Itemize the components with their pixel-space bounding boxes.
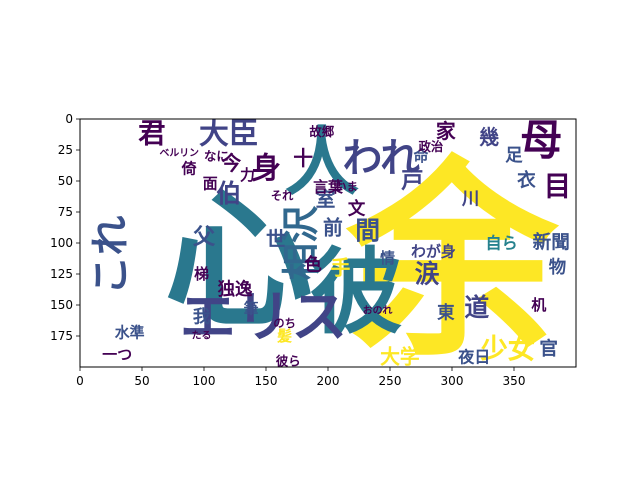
word-38: 手: [331, 256, 351, 279]
word-0: 余: [346, 139, 560, 385]
word-61: のち: [273, 317, 295, 330]
word-13: 大学: [380, 346, 420, 369]
word-8: 大臣: [199, 116, 259, 151]
word-11: 身: [251, 151, 281, 186]
word-44: 水準: [115, 323, 145, 341]
word-33: 言葉: [313, 178, 343, 196]
word-53: 倚: [181, 160, 197, 178]
word-57: 物: [549, 257, 566, 278]
word-20: 目: [544, 172, 571, 203]
word-27: 戸: [401, 168, 423, 194]
word-17: 東: [437, 303, 455, 324]
x-tick-label-6: 300: [441, 374, 464, 388]
word-21: 衣: [517, 170, 536, 192]
word-34: 今: [220, 152, 241, 175]
x-tick-label-1: 50: [134, 374, 149, 388]
x-tick-label-2: 100: [193, 374, 216, 388]
word-22: 足: [505, 146, 523, 166]
word-59: それ: [271, 189, 294, 202]
word-1: 心: [164, 175, 313, 348]
word-24: 家: [436, 120, 456, 143]
word-29: 文: [348, 199, 366, 220]
word-12: 少女: [481, 333, 536, 365]
x-tick-label-7: 350: [503, 374, 526, 388]
word-3: 人: [285, 119, 360, 206]
word-47: 髪: [276, 327, 292, 345]
plot-background: [80, 119, 576, 367]
word-30: 間: [355, 216, 380, 245]
y-tick-label-5: 125: [50, 267, 73, 281]
word-9: 君: [138, 118, 165, 149]
word-31: 前: [323, 217, 343, 240]
y-tick-label-4: 100: [50, 236, 73, 250]
y-tick-label-3: 75: [58, 205, 73, 219]
word-51: 故郷: [309, 124, 334, 139]
word-40: 独逸: [218, 279, 253, 300]
y-tick-label-6: 150: [50, 298, 73, 312]
word-41: 我: [193, 307, 211, 327]
word-46: 彼ら: [276, 353, 301, 368]
word-6: 母: [520, 116, 562, 165]
word-43: 梯: [194, 265, 209, 283]
word-39: 色: [304, 254, 322, 275]
word-7: われ: [343, 136, 421, 182]
word-14: 新聞: [533, 232, 570, 254]
word-63: たる: [192, 330, 212, 342]
x-tick-label-5: 250: [379, 374, 402, 388]
word-18: 夜日: [457, 348, 490, 367]
y-tick-label-0: 0: [65, 112, 73, 126]
word-25: 川: [461, 190, 479, 210]
y-tick-label-1: 25: [58, 143, 73, 157]
word-36: 父: [193, 224, 216, 250]
word-45: 一つ: [102, 346, 132, 364]
word-35: 伯: [216, 179, 241, 208]
word-56: 涙: [415, 260, 440, 289]
word-28: 室: [316, 188, 336, 211]
word-5: これ: [88, 215, 134, 295]
word-19: 官: [539, 338, 558, 360]
word-52: なに: [204, 149, 229, 164]
y-tick-label-7: 175: [50, 329, 73, 343]
word-64: ベルリン: [159, 147, 199, 159]
x-tick-label-4: 200: [317, 374, 340, 388]
word-54: 面: [203, 174, 218, 192]
word-60: いま: [335, 181, 357, 194]
word-50: 政治: [419, 139, 444, 154]
word-32: 十: [293, 147, 313, 170]
word-23: 幾: [479, 126, 499, 149]
word-2: 彼: [310, 239, 403, 347]
word-4: エリス: [180, 285, 347, 350]
y-axis: 0 25 50 75 100 125 150 175: [50, 112, 80, 343]
x-tick-label-3: 150: [255, 374, 278, 388]
word-16: 道: [464, 293, 489, 322]
y-tick-label-2: 50: [58, 174, 73, 188]
word-37: 世: [266, 228, 286, 251]
x-tick-label-0: 0: [76, 374, 84, 388]
word-42: 筆: [244, 300, 259, 318]
word-26: 命: [413, 147, 430, 165]
word-15: 自ら: [486, 234, 518, 253]
x-axis: 0 50 100 150 200 250 300 350: [76, 367, 525, 388]
word-49: わが身: [411, 243, 456, 261]
word-55: 力: [240, 166, 255, 184]
word-58: 机: [531, 296, 546, 314]
word-62: おのれ: [363, 305, 393, 317]
word-10: 相沢: [279, 205, 323, 280]
word-48: 情: [380, 249, 395, 267]
